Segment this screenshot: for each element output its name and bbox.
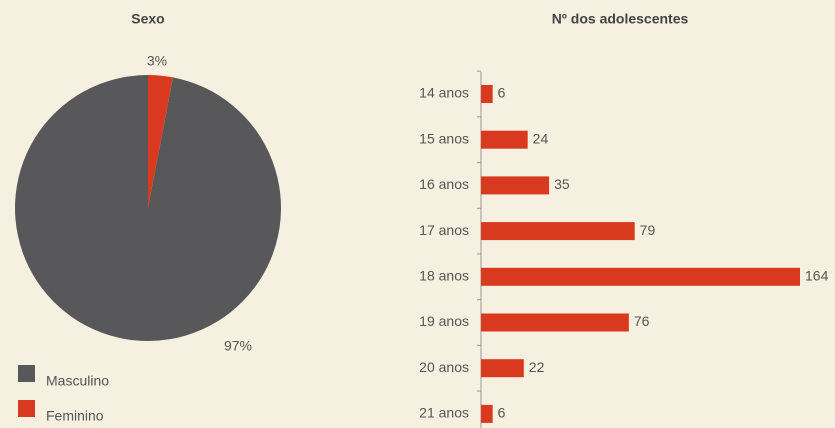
slice-label: 3% [147,53,167,69]
bar-label: 79 [640,222,656,238]
bar-label: 76 [634,313,650,329]
bar [481,85,493,103]
legend-label: Masculino [46,373,109,389]
bar-label: 22 [529,359,545,375]
bar [481,267,800,286]
legend-swatch [18,400,35,417]
y-tick-label: 16 anos [419,176,469,192]
y-tick-label: 20 anos [419,359,469,375]
bar [481,313,629,332]
bar-label: 6 [498,405,506,421]
bar-label: 24 [533,130,549,146]
y-tick-label: 17 anos [419,222,469,238]
bar-title: Nº dos adolescentes [552,11,689,27]
bar [481,404,493,423]
bar [481,130,528,149]
slice-label: 97% [224,338,252,354]
bar [481,222,635,241]
y-tick-label: 15 anos [419,130,469,146]
legend-label: Feminino [46,408,104,424]
bar [481,176,550,195]
y-tick-label: 21 anos [419,405,469,421]
bar-label: 35 [554,176,570,192]
pie-slice [148,75,173,208]
y-tick-label: 18 anos [419,268,469,284]
pie-title: Sexo [131,11,164,27]
y-tick-label: 19 anos [419,313,469,329]
bar-label: 164 [805,268,829,284]
legend-swatch [18,365,35,382]
bar [481,359,524,378]
bar-label: 6 [498,85,506,101]
y-tick-label: 14 anos [419,85,469,101]
